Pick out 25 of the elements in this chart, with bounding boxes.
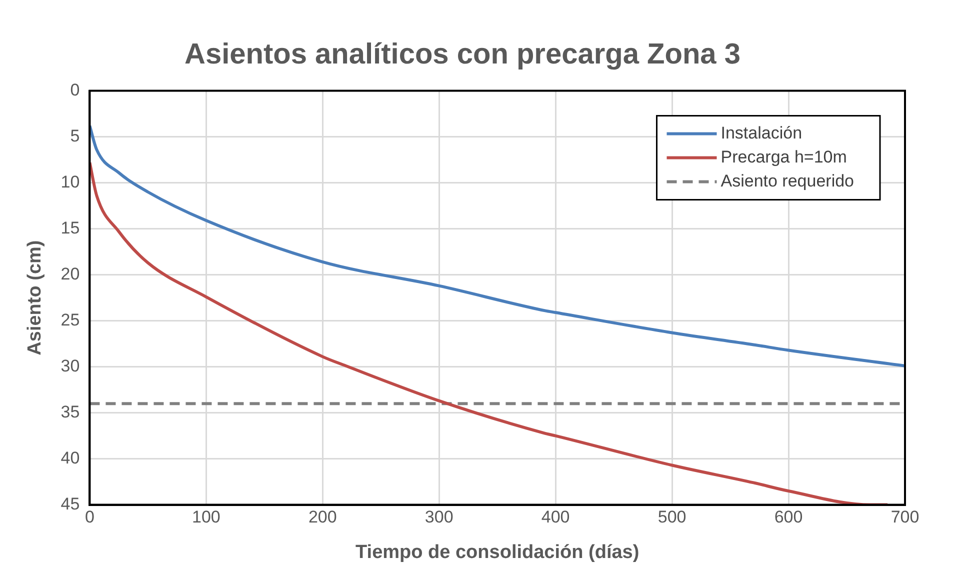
y-tick-label: 20 — [60, 264, 80, 284]
y-tick-label: 0 — [70, 80, 80, 100]
x-tick-label: 300 — [424, 508, 454, 527]
x-tick-label: 200 — [308, 508, 337, 527]
y-tick-label: 30 — [60, 356, 80, 376]
legend-label: Instalación — [720, 123, 802, 142]
y-axis-title: Asiento (cm) — [24, 240, 46, 356]
legend-label: Asiento requerido — [720, 171, 854, 190]
x-tick-label: 0 — [84, 508, 94, 527]
chart-title: Asientos analíticos con precarga Zona 3 — [184, 38, 740, 70]
x-tick-label: 700 — [890, 508, 920, 527]
x-tick-label: 500 — [658, 508, 686, 527]
x-tick-label: 400 — [541, 508, 570, 527]
y-tick-label: 40 — [60, 448, 80, 468]
x-tick-label: 600 — [774, 508, 803, 527]
x-tick-label: 100 — [192, 508, 220, 527]
y-tick-label: 15 — [60, 218, 80, 238]
x-axis-title: Tiempo de consolidación (días) — [356, 542, 640, 563]
y-tick-label: 5 — [70, 126, 80, 146]
y-tick-label: 45 — [60, 494, 80, 514]
y-tick-label: 35 — [60, 402, 80, 422]
y-tick-label: 10 — [60, 172, 80, 192]
line-series — [90, 124, 905, 368]
y-tick-label: 25 — [60, 310, 80, 330]
legend-label: Precarga h=10m — [720, 147, 847, 166]
